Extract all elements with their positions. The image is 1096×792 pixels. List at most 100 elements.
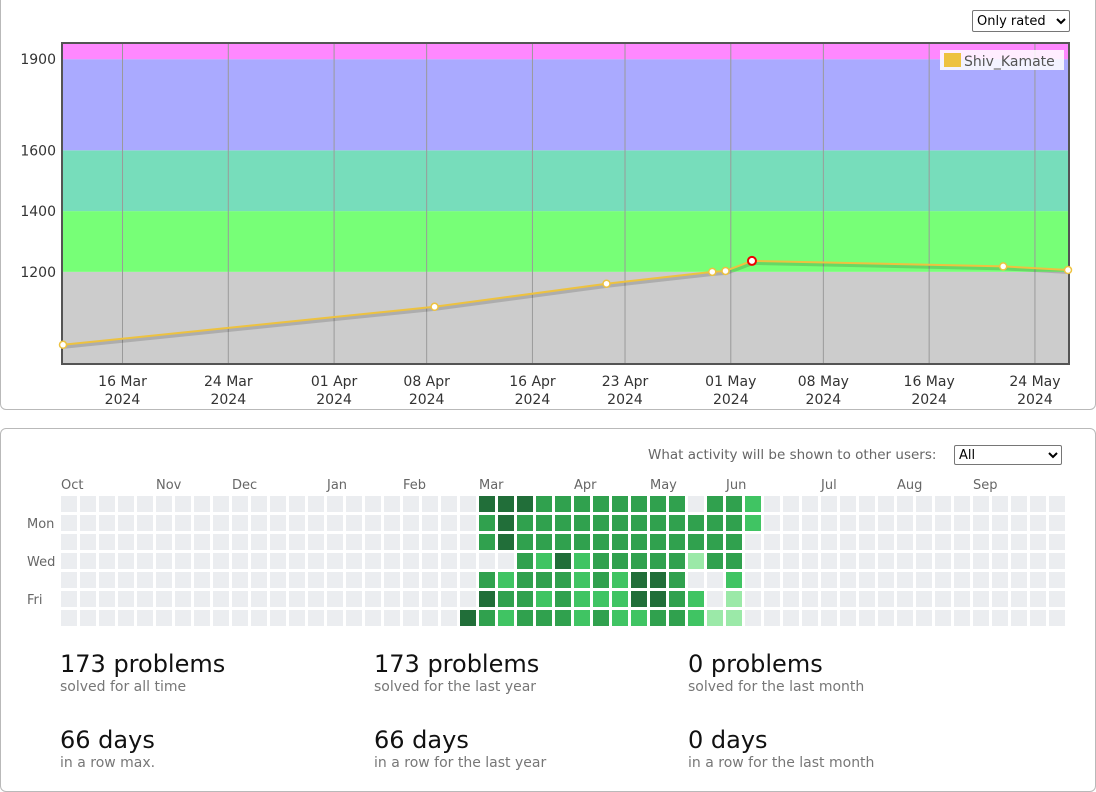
- activity-day-cell: [460, 534, 476, 550]
- activity-day-cell: [270, 591, 286, 607]
- rating-point: [708, 267, 717, 277]
- activity-day-cell: [441, 610, 457, 626]
- activity-day-cell: [384, 572, 400, 588]
- activity-day-cell: [992, 591, 1008, 607]
- stat-caption: solved for the last year: [374, 679, 537, 695]
- activity-day-cell: [61, 572, 77, 588]
- activity-day-cell: [346, 496, 362, 512]
- activity-day-cell: [954, 553, 970, 569]
- activity-day-cell: [916, 534, 932, 550]
- legend-background: [940, 50, 1064, 70]
- activity-day-cell: [821, 591, 837, 607]
- activity-day-cell: [118, 572, 134, 588]
- activity-day-cell: [783, 553, 799, 569]
- rating-band-1: [63, 211, 1068, 272]
- x-tick-year: 2024: [105, 392, 141, 408]
- activity-day-cell: [707, 591, 723, 607]
- activity-day-cell: [460, 591, 476, 607]
- month-label: Mar: [479, 478, 504, 493]
- activity-day-cell: [80, 572, 96, 588]
- activity-day-cell: [859, 534, 875, 550]
- activity-day-cell: [118, 515, 134, 531]
- rating-point: [998, 262, 1008, 271]
- stat-caption: in a row for the last month: [688, 755, 875, 771]
- activity-day-cell: [764, 610, 780, 626]
- activity-day-cell: [441, 572, 457, 588]
- activity-day-cell: [688, 591, 704, 607]
- rating-point: [58, 340, 68, 350]
- stat-caption: solved for all time: [60, 679, 187, 695]
- activity-day-cell: [232, 553, 248, 569]
- activity-day-cell: [745, 610, 761, 626]
- activity-day-cell: [783, 515, 799, 531]
- activity-day-cell: [783, 610, 799, 626]
- activity-day-cell: [1049, 553, 1065, 569]
- activity-day-cell: [422, 591, 438, 607]
- activity-day-cell: [802, 610, 818, 626]
- activity-day-cell: [935, 534, 951, 550]
- activity-day-cell: [688, 553, 704, 569]
- activity-day-cell: [745, 515, 761, 531]
- activity-day-cell: [707, 553, 723, 569]
- activity-day-cell: [479, 496, 495, 512]
- activity-visibility-select[interactable]: All: [954, 445, 1062, 465]
- activity-day-cell: [80, 591, 96, 607]
- x-tick-label: 08 May: [798, 374, 849, 390]
- activity-day-cell: [194, 572, 210, 588]
- activity-day-cell: [1011, 591, 1027, 607]
- activity-day-cell: [194, 515, 210, 531]
- activity-day-cell: [859, 610, 875, 626]
- activity-day-cell: [270, 553, 286, 569]
- activity-day-cell: [878, 496, 894, 512]
- activity-day-cell: [612, 496, 628, 512]
- activity-day-cell: [783, 534, 799, 550]
- activity-day-cell: [517, 553, 533, 569]
- activity-day-cell: [935, 610, 951, 626]
- rating-band-0: [63, 271, 1068, 363]
- activity-day-cell: [403, 591, 419, 607]
- stat-caption: in a row max.: [60, 755, 156, 771]
- activity-day-cell: [935, 553, 951, 569]
- activity-day-cell: [175, 591, 191, 607]
- activity-day-cell: [593, 534, 609, 550]
- activity-day-cell: [973, 591, 989, 607]
- activity-day-cell: [764, 553, 780, 569]
- activity-day-cell: [916, 591, 932, 607]
- activity-day-cell: [498, 534, 514, 550]
- activity-day-cell: [745, 572, 761, 588]
- activity-day-cell: [213, 553, 229, 569]
- activity-day-cell: [593, 515, 609, 531]
- activity-day-cell: [802, 591, 818, 607]
- activity-day-cell: [821, 572, 837, 588]
- activity-day-cell: [118, 610, 134, 626]
- activity-day-cell: [1049, 572, 1065, 588]
- activity-day-cell: [460, 553, 476, 569]
- activity-day-cell: [555, 496, 571, 512]
- activity-day-cell: [194, 553, 210, 569]
- rating-filter-select[interactable]: Only rated: [972, 10, 1070, 32]
- activity-day-cell: [194, 591, 210, 607]
- activity-day-cell: [840, 534, 856, 550]
- activity-day-cell: [384, 591, 400, 607]
- x-tick-year: 2024: [911, 392, 947, 408]
- activity-day-cell: [802, 515, 818, 531]
- rating-band-3: [63, 59, 1068, 151]
- activity-day-cell: [992, 515, 1008, 531]
- activity-day-cell: [707, 610, 723, 626]
- activity-day-cell: [574, 534, 590, 550]
- activity-day-cell: [1011, 496, 1027, 512]
- activity-day-cell: [251, 591, 267, 607]
- activity-day-cell: [726, 591, 742, 607]
- activity-day-cell: [517, 496, 533, 512]
- activity-day-cell: [365, 515, 381, 531]
- activity-day-cell: [1011, 610, 1027, 626]
- activity-day-cell: [612, 534, 628, 550]
- y-tick-label: 1400: [20, 204, 56, 220]
- activity-day-cell: [232, 496, 248, 512]
- activity-day-cell: [61, 553, 77, 569]
- activity-day-cell: [574, 515, 590, 531]
- activity-day-cell: [992, 572, 1008, 588]
- activity-day-cell: [422, 553, 438, 569]
- activity-day-cell: [593, 572, 609, 588]
- activity-day-cell: [384, 496, 400, 512]
